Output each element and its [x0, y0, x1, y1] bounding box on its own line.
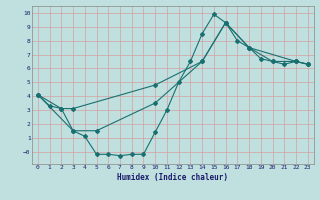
- X-axis label: Humidex (Indice chaleur): Humidex (Indice chaleur): [117, 173, 228, 182]
